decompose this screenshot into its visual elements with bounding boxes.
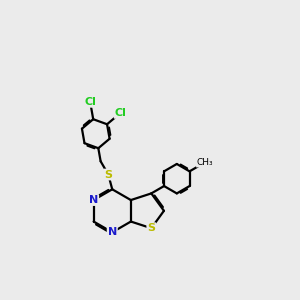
Text: S: S	[147, 223, 155, 233]
Text: Cl: Cl	[84, 97, 96, 107]
Text: N: N	[108, 227, 117, 237]
Text: CH₃: CH₃	[196, 158, 213, 167]
Text: S: S	[104, 169, 112, 179]
Text: Cl: Cl	[115, 108, 127, 118]
Text: N: N	[89, 195, 98, 205]
